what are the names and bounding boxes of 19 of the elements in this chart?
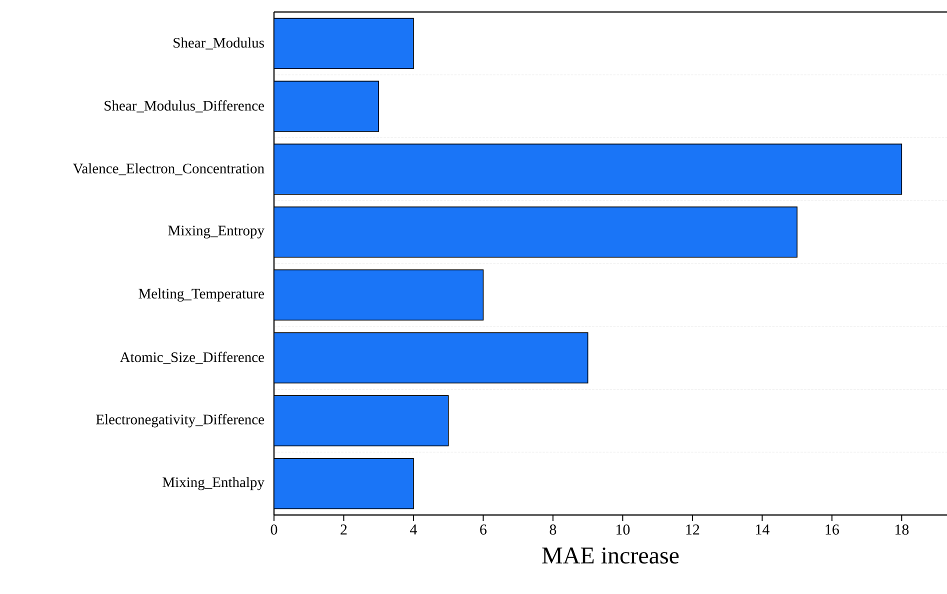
x-tick-label: 0: [270, 524, 278, 535]
y-tick-label: Atomic_Size_Difference: [120, 352, 264, 364]
x-tick-label: 18: [895, 524, 909, 535]
y-tick-label: Melting_Temperature: [138, 288, 264, 302]
y-tick-label: Valence_Electron_Concentration: [72, 163, 264, 176]
x-tick-label: 4: [410, 524, 417, 534]
y-tick-label: Mixing_Entropy: [168, 226, 264, 238]
x-tick-label: 6: [480, 524, 487, 535]
x-axis-title: MAE increase: [542, 547, 679, 564]
y-tick-label: Shear_Modulus: [174, 37, 264, 50]
x-tick-label: 16: [826, 524, 839, 535]
x-tick-label: 12: [686, 524, 700, 534]
x-tick-label: 14: [756, 524, 770, 534]
x-tick-label: 2: [340, 524, 347, 534]
x-tick-label: 10: [616, 524, 630, 535]
x-tick-label: 8: [550, 524, 556, 535]
y-tick-label: Mixing_Enthalpy: [162, 476, 264, 490]
y-tick-label: Shear_Modulus_Difference: [104, 100, 264, 112]
y-tick-label: Electronegativity_Difference: [96, 414, 264, 428]
